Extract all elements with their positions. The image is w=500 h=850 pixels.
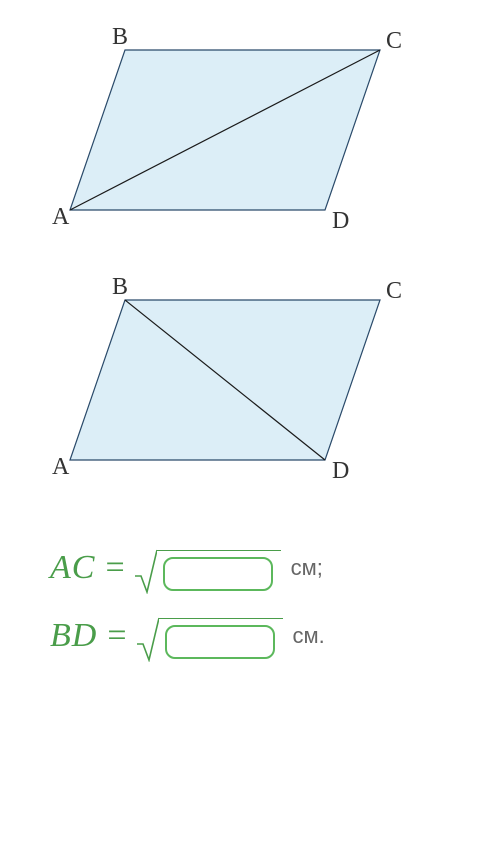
vertex-label-c-1: C [386, 28, 402, 54]
variable-bd: BD [50, 617, 97, 655]
diagram-1: A B C D [40, 20, 500, 250]
equals-bd: = [107, 617, 126, 655]
input-bd[interactable] [165, 625, 275, 659]
sqrt-icon [133, 542, 157, 594]
diagram-2: A B C D [40, 270, 500, 500]
answer-row-bd: BD = см. [50, 608, 500, 664]
parallelogram-svg-2: A B C D [40, 270, 420, 500]
vertex-label-a-1: A [52, 204, 70, 230]
unit-ac: см; [291, 555, 323, 581]
vertex-label-b-2: B [112, 274, 128, 300]
parallelogram-svg-1: A B C D [40, 20, 420, 250]
vertex-label-a-2: A [52, 454, 70, 480]
equals-ac: = [105, 549, 124, 587]
vertex-label-d-2: D [332, 458, 349, 484]
sqrt-wrapper-bd [135, 610, 283, 662]
sqrt-content-ac [157, 550, 281, 594]
variable-ac: AC [50, 549, 95, 587]
unit-bd: см. [293, 623, 325, 649]
sqrt-wrapper-ac [133, 542, 281, 594]
answers-section: AC = см; BD = см. [50, 540, 500, 664]
sqrt-content-bd [159, 618, 283, 662]
vertex-label-d-1: D [332, 208, 349, 234]
vertex-label-c-2: C [386, 278, 402, 304]
answer-row-ac: AC = см; [50, 540, 500, 596]
sqrt-icon [135, 610, 159, 662]
input-ac[interactable] [163, 557, 273, 591]
vertex-label-b-1: B [112, 24, 128, 50]
